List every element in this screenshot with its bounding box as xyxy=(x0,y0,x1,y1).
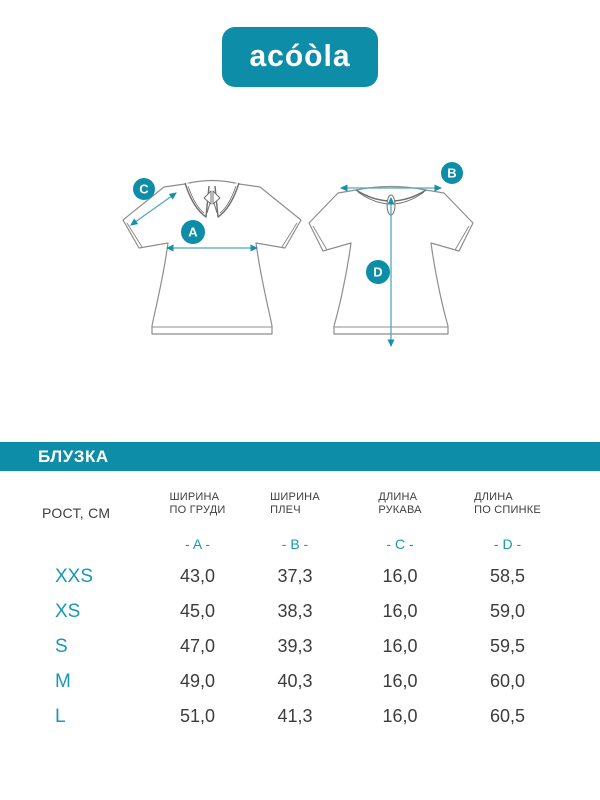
table-cell: 40,3 xyxy=(277,671,313,691)
table-cell: 41,3 xyxy=(277,706,313,726)
table-row-s: S 47,0 39,3 16,0 59,5 xyxy=(0,629,600,664)
table-row-xxs: XXS 43,0 37,3 16,0 58,5 xyxy=(0,559,600,594)
badge-d-letter: D xyxy=(373,265,382,280)
column-header-size: РОСТ, СМ xyxy=(42,505,111,521)
front-collar xyxy=(184,182,240,218)
table-cell: 16,0 xyxy=(382,671,418,691)
table-cell: 49,0 xyxy=(179,671,216,691)
marker-d-label: - D - xyxy=(493,536,522,552)
table-cell: 16,0 xyxy=(382,706,418,726)
marker-c-label: - C - xyxy=(386,536,414,552)
badge-b: B xyxy=(441,162,463,184)
badge-c: C xyxy=(133,178,155,200)
size-label: S xyxy=(55,635,68,657)
table-cell: 38,3 xyxy=(277,601,313,621)
brand-logo-text: acóòla xyxy=(249,39,351,74)
table-cell: 39,3 xyxy=(277,636,313,656)
size-label: XS xyxy=(55,600,81,622)
column-header-chest-width: ШИРИНА ПО ГРУДИ xyxy=(169,491,226,516)
table-cell: 43,0 xyxy=(179,566,216,586)
badge-a-letter: A xyxy=(188,225,198,240)
table-cell: 60,0 xyxy=(489,671,526,691)
table-cell: 59,5 xyxy=(489,636,526,656)
marker-a-label: - A - xyxy=(185,536,210,552)
size-label: M xyxy=(55,670,71,692)
marker-b-label: - B - xyxy=(281,536,309,552)
measurement-badges: C A B D xyxy=(133,162,463,284)
section-band: БЛУЗКА xyxy=(0,442,600,471)
table-cell: 60,5 xyxy=(489,706,526,726)
table-cell: 37,3 xyxy=(277,566,313,586)
garment-measurement-diagram: C A B D xyxy=(122,162,474,347)
table-row-l: L 51,0 41,3 16,0 60,5 xyxy=(0,699,600,734)
table-cell: 47,0 xyxy=(179,636,216,656)
size-label: L xyxy=(55,705,66,727)
size-label: XXS xyxy=(55,565,94,587)
badge-b-letter: B xyxy=(447,166,456,181)
measurement-arrows xyxy=(130,184,442,347)
section-title: БЛУЗКА xyxy=(38,446,109,466)
table-cell: 16,0 xyxy=(382,636,418,656)
column-header-sleeve-length: ДЛИНА РУКАВА xyxy=(378,491,422,516)
table-cell: 58,5 xyxy=(489,566,526,586)
table-marker-row: - A - - B - - C - - D - xyxy=(0,529,600,559)
table-row-m: M 49,0 40,3 16,0 60,0 xyxy=(0,664,600,699)
size-table: РОСТ, СМ ШИРИНА ПО ГРУДИ ШИРИНА ПЛЕЧ ДЛИНА… xyxy=(0,480,600,734)
badge-d: D xyxy=(366,260,390,284)
badge-a: A xyxy=(181,220,205,244)
table-cell: 45,0 xyxy=(179,601,216,621)
brand-logo: acóòla xyxy=(222,27,378,87)
column-header-shoulder-width: ШИРИНА ПЛЕЧ xyxy=(270,491,320,516)
table-cell: 51,0 xyxy=(179,706,216,726)
column-header-back-length: ДЛИНА ПО СПИНКЕ xyxy=(474,491,541,516)
table-cell: 16,0 xyxy=(382,601,418,621)
front-neck-bow xyxy=(203,190,221,214)
badge-c-letter: C xyxy=(139,182,149,197)
table-header-row: РОСТ, СМ ШИРИНА ПО ГРУДИ ШИРИНА ПЛЕЧ ДЛИНА… xyxy=(0,480,600,521)
front-view-drawing xyxy=(122,179,302,335)
arrow-c-sleeve-length xyxy=(130,192,177,226)
table-row-xs: XS 45,0 38,3 16,0 59,0 xyxy=(0,594,600,629)
table-cell: 16,0 xyxy=(382,566,418,586)
table-cell: 59,0 xyxy=(489,601,526,621)
